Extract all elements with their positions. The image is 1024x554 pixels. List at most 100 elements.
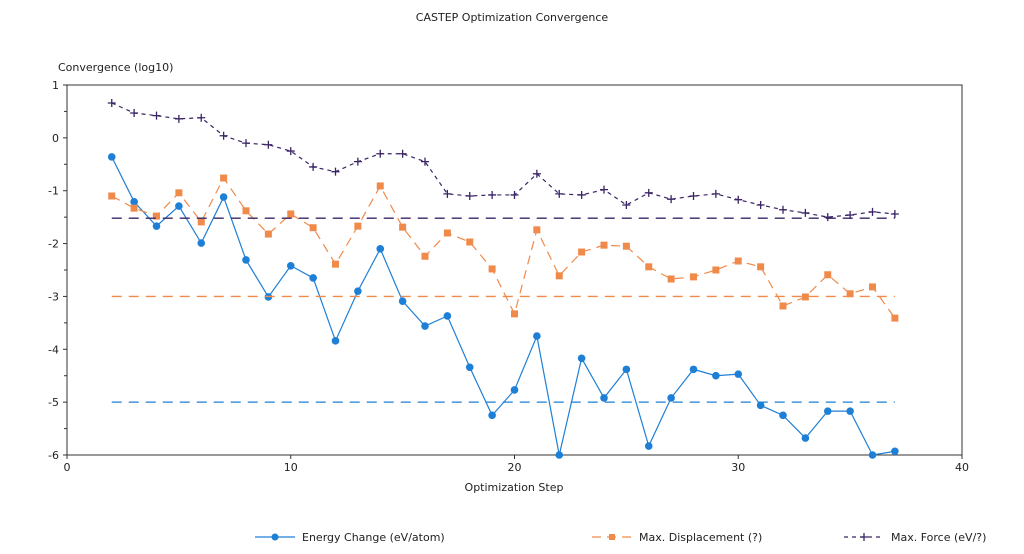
data-point: [107, 98, 116, 107]
data-point: [622, 200, 631, 209]
data-point: [242, 139, 250, 148]
data-point: [600, 394, 608, 402]
data-point: [868, 207, 877, 216]
data-point: [286, 147, 295, 156]
data-point: [555, 189, 564, 198]
data-point: [689, 365, 698, 374]
data-point: [354, 222, 362, 230]
data-point: [869, 283, 876, 291]
data-point: [868, 451, 877, 459]
x-tick-label: 0: [64, 461, 71, 474]
data-point: [890, 209, 899, 218]
data-point: [734, 195, 743, 204]
data-point: [354, 287, 362, 295]
data-point: [846, 407, 854, 415]
y-tick-label: -3: [48, 290, 59, 303]
x-tick-label: 40: [955, 461, 969, 474]
plot-frame: [66, 84, 963, 456]
data-point: [846, 211, 855, 220]
y-tick-label: -1: [48, 185, 59, 198]
data-point: [331, 337, 340, 345]
data-point: [219, 193, 228, 201]
data-point: [644, 188, 653, 197]
data-point: [152, 111, 161, 120]
data-point: [801, 293, 809, 301]
x-tick-label: 20: [508, 461, 522, 474]
data-point: [667, 275, 675, 283]
data-point: [801, 208, 810, 217]
data-point: [286, 261, 295, 270]
data-point: [466, 238, 474, 246]
data-point: [197, 113, 206, 122]
data-point: [779, 302, 787, 310]
data-point: [175, 202, 183, 210]
data-point: [309, 274, 317, 282]
data-point: [130, 109, 139, 118]
data-point: [690, 273, 697, 281]
data-point: [309, 224, 317, 232]
data-point: [645, 263, 653, 271]
data-point: [331, 167, 340, 176]
data-point: [197, 239, 206, 247]
y-tick-label: 0: [52, 132, 59, 145]
data-point: [108, 192, 116, 200]
data-point: [443, 189, 452, 198]
y-tick-label: 1: [52, 79, 59, 92]
legend-marker-2: [860, 533, 868, 541]
data-point: [622, 242, 630, 250]
data-point: [891, 314, 899, 322]
data-point: [510, 190, 519, 199]
data-point: [533, 226, 541, 234]
data-point: [130, 204, 138, 212]
data-point: [734, 370, 743, 378]
data-point: [220, 174, 228, 182]
x-axis-label: Optimization Step: [465, 481, 564, 494]
data-point: [823, 407, 832, 415]
data-point: [376, 182, 384, 190]
data-point: [667, 195, 676, 204]
data-point: [555, 451, 564, 459]
data-point: [174, 114, 183, 123]
x-tick-label: 10: [284, 461, 298, 474]
y-tick-label: -4: [48, 343, 59, 356]
data-point: [891, 447, 899, 456]
data-point: [488, 190, 497, 199]
legend-marker-1: [609, 534, 615, 540]
data-point: [644, 442, 653, 450]
data-point: [712, 266, 720, 274]
data-point: [107, 153, 116, 161]
y-tick-label: -2: [48, 238, 59, 251]
data-point: [779, 411, 787, 420]
data-point: [376, 149, 385, 158]
legend-label-0: Energy Change (eV/atom): [302, 531, 445, 544]
data-point: [175, 189, 183, 197]
data-point: [578, 248, 586, 256]
series-line-0: [111, 156, 895, 456]
data-point: [823, 213, 832, 222]
data-point: [734, 257, 742, 265]
data-point: [421, 322, 429, 330]
data-point: [577, 354, 586, 363]
y-tick-label: -6: [48, 449, 59, 462]
data-point: [443, 312, 452, 320]
series-line-1: [111, 176, 896, 319]
data-point: [443, 229, 451, 237]
data-point: [287, 210, 295, 218]
data-point: [152, 222, 161, 230]
data-point: [219, 131, 228, 140]
data-point: [398, 149, 407, 158]
data-point: [711, 189, 720, 198]
legend: Energy Change (eV/atom) Max. Displacement…: [255, 531, 986, 544]
data-point: [757, 263, 765, 271]
data-point: [756, 401, 765, 410]
data-point: [846, 290, 854, 298]
data-point: [264, 140, 273, 149]
y-tick-label: -5: [48, 396, 59, 409]
data-point: [353, 157, 362, 166]
data-point: [197, 218, 205, 226]
data-point: [376, 245, 385, 253]
data-point: [510, 386, 519, 394]
data-point: [532, 169, 541, 178]
